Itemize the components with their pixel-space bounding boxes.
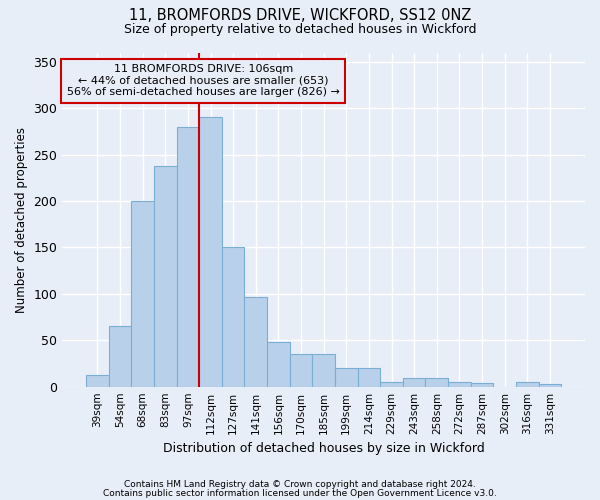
Bar — [86, 374, 109, 386]
Bar — [516, 382, 539, 386]
Text: Size of property relative to detached houses in Wickford: Size of property relative to detached ho… — [124, 22, 476, 36]
Bar — [290, 354, 313, 386]
Bar — [222, 248, 244, 386]
Text: 11 BROMFORDS DRIVE: 106sqm
← 44% of detached houses are smaller (653)
56% of sem: 11 BROMFORDS DRIVE: 106sqm ← 44% of deta… — [67, 64, 340, 98]
Bar — [176, 127, 199, 386]
Bar — [425, 378, 448, 386]
Bar — [131, 201, 154, 386]
Y-axis label: Number of detached properties: Number of detached properties — [15, 126, 28, 312]
Text: Contains public sector information licensed under the Open Government Licence v3: Contains public sector information licen… — [103, 488, 497, 498]
Bar — [448, 382, 471, 386]
X-axis label: Distribution of detached houses by size in Wickford: Distribution of detached houses by size … — [163, 442, 485, 455]
Bar — [471, 383, 493, 386]
Bar — [539, 384, 561, 386]
Bar — [358, 368, 380, 386]
Bar — [335, 368, 358, 386]
Bar — [109, 326, 131, 386]
Text: 11, BROMFORDS DRIVE, WICKFORD, SS12 0NZ: 11, BROMFORDS DRIVE, WICKFORD, SS12 0NZ — [129, 8, 471, 22]
Bar — [380, 382, 403, 386]
Bar — [313, 354, 335, 386]
Bar — [267, 342, 290, 386]
Bar — [199, 116, 222, 386]
Bar — [403, 378, 425, 386]
Bar — [244, 296, 267, 386]
Bar — [154, 166, 176, 386]
Text: Contains HM Land Registry data © Crown copyright and database right 2024.: Contains HM Land Registry data © Crown c… — [124, 480, 476, 489]
